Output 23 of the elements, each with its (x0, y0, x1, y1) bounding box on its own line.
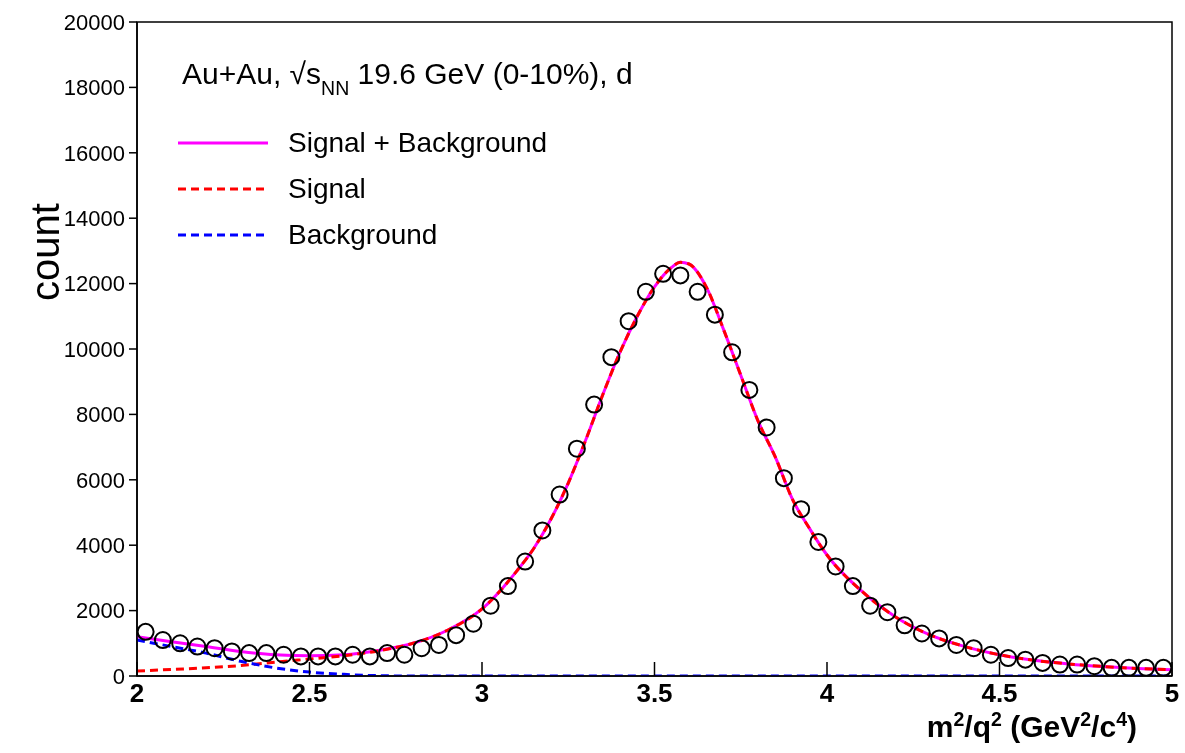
y-tick-label: 16000 (63, 140, 125, 166)
y-tick-label: 4000 (76, 533, 125, 559)
text: m$^{2}$/q$^{2}$ (GeV$^{2}$/c$^{4}$) (926, 708, 1137, 743)
y-tick-label: 20000 (63, 9, 125, 35)
x-tick-label: 4.5 (981, 678, 1018, 709)
annotation: Au+Au, √s$_{NN}$ 19.6 GeV (0-10%), d (182, 57, 633, 99)
y-tick-label: 14000 (63, 206, 125, 232)
y-tick-label: 8000 (76, 402, 125, 428)
x-tick-label: 2.5 (291, 678, 328, 709)
x-tick-label: 3 (474, 678, 490, 709)
x-tick-label: 2 (129, 678, 145, 709)
y-tick-label: 0 (112, 663, 125, 689)
y-tick-label: 10000 (63, 336, 125, 362)
x-tick-label: 5 (1164, 678, 1180, 709)
legend-label: Signal + Background (288, 126, 548, 160)
y-tick-label: 18000 (63, 75, 125, 101)
x-tick-label: 3.5 (636, 678, 673, 709)
y-tick-label: 2000 (76, 598, 125, 624)
legend-label: Signal (288, 172, 366, 206)
x-tick-label: 4 (819, 678, 835, 709)
y-tick-label: 12000 (63, 271, 125, 297)
legend-label: Background (288, 218, 438, 252)
y-tick-label: 6000 (76, 467, 125, 493)
